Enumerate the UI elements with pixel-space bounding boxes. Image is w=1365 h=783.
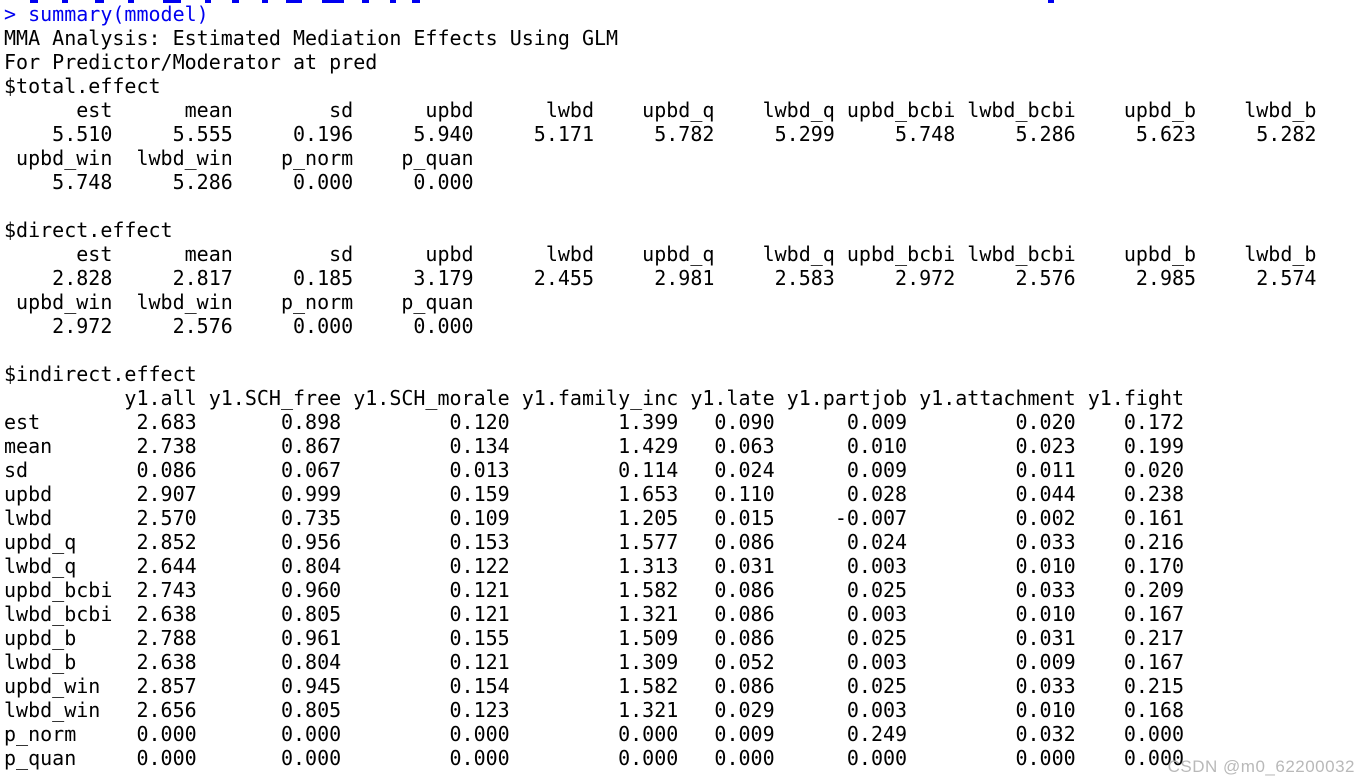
r-console-output[interactable]: > summary(mmodel) MMA Analysis: Estimate… (4, 2, 1316, 770)
console-result-text: MMA Analysis: Estimated Mediation Effect… (4, 26, 1317, 770)
csdn-watermark: CSDN @m0_62200032 (1167, 757, 1355, 776)
console-command: > summary(mmodel) (4, 2, 209, 26)
